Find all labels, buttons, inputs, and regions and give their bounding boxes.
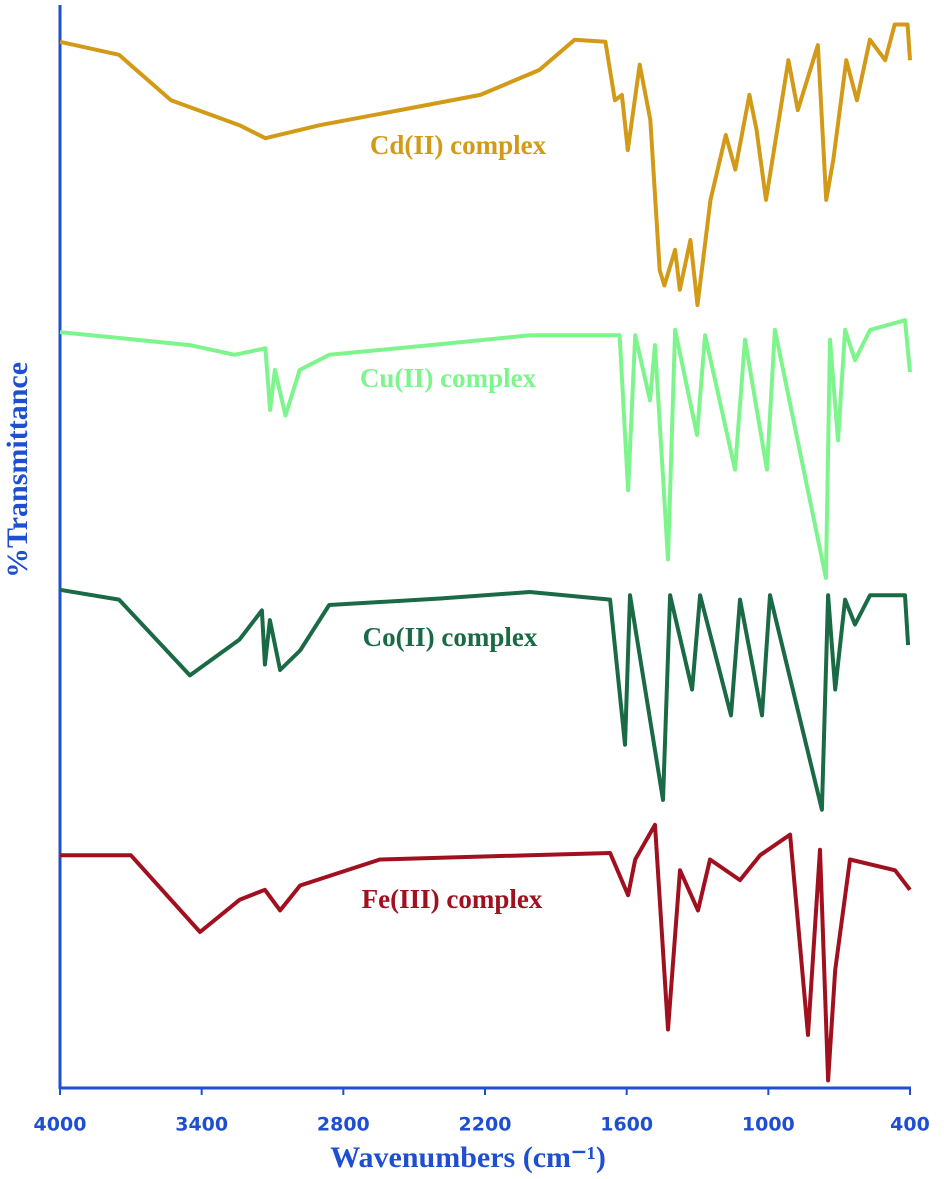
x-tick-label: 1600: [600, 1114, 653, 1136]
x-tick-label: 400: [890, 1114, 930, 1136]
y-axis-label: %Transmittance: [1, 362, 34, 578]
series-label: Co(II) complex: [363, 622, 538, 652]
x-tick-label: 2800: [317, 1114, 370, 1136]
x-tick-label: 1000: [742, 1114, 795, 1136]
spectrum-line: [59, 318, 912, 580]
x-tick-label: 4000: [34, 1114, 87, 1136]
spectrum-line: [60, 822, 912, 1083]
x-tick-label: 2200: [459, 1114, 512, 1136]
series-label: Cd(II) complex: [370, 130, 547, 160]
series-label: Cu(II) complex: [360, 363, 537, 393]
spectrum-line: [59, 587, 911, 812]
x-tick-label: 3400: [175, 1114, 228, 1136]
series-label: Fe(III) complex: [362, 884, 543, 914]
x-axis-label: Wavenumbers (cm⁻¹): [330, 1141, 606, 1174]
spectrum-line: [59, 22, 912, 307]
